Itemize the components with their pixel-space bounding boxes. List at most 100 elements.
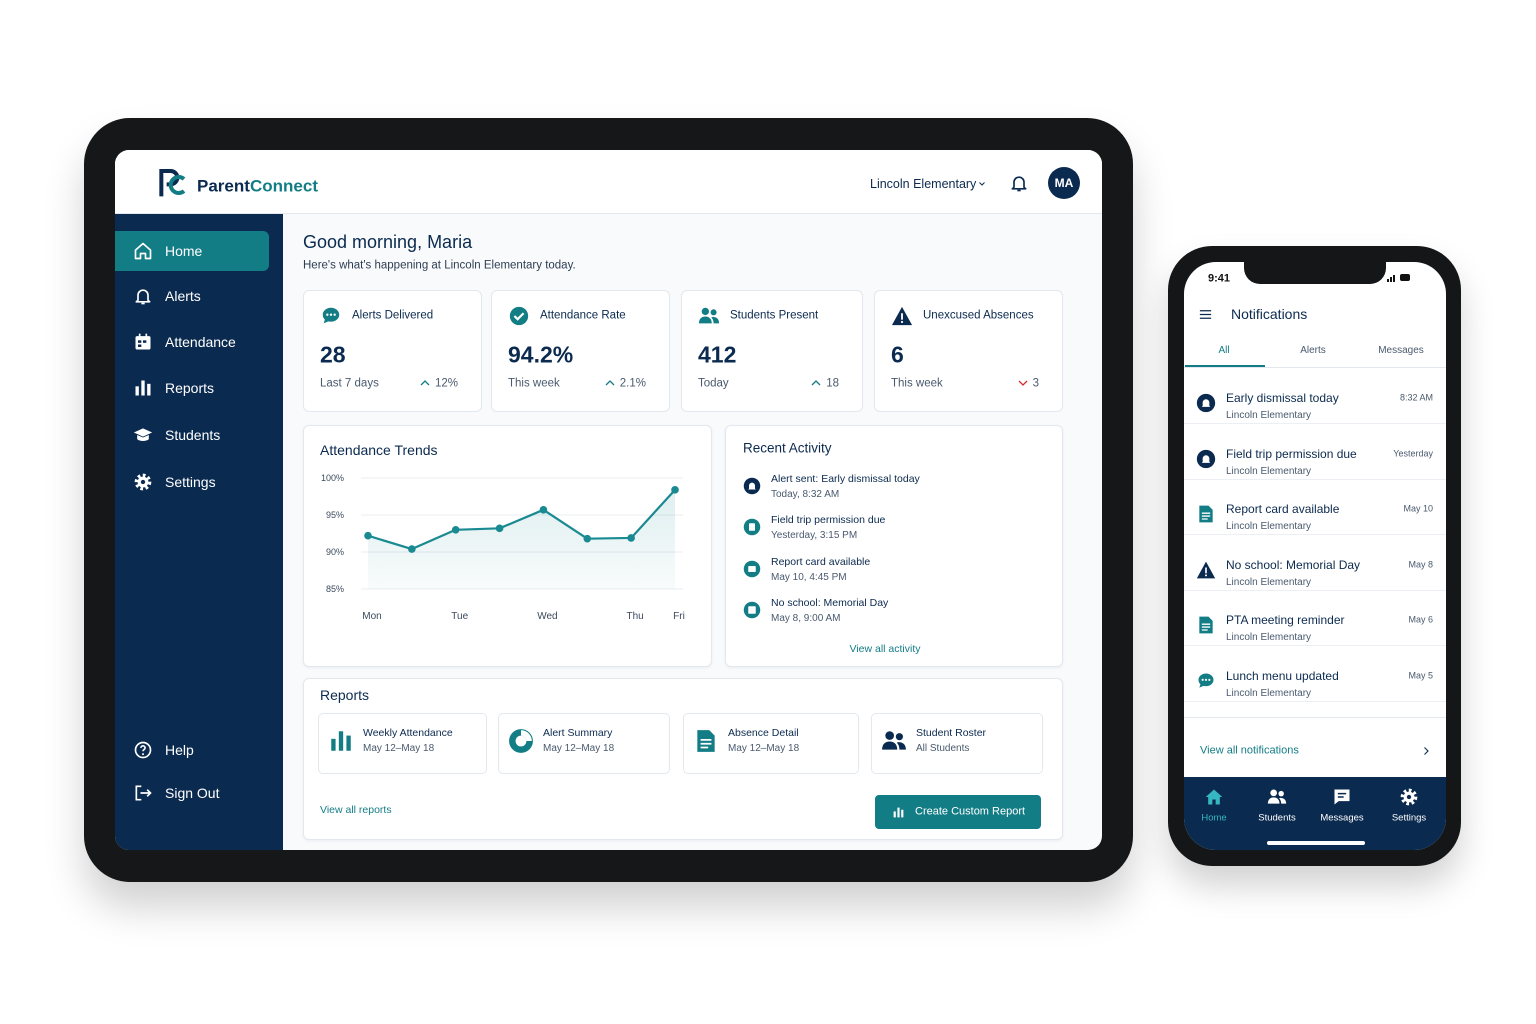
link[interactable]: View all reports (320, 803, 392, 816)
icon-part (896, 742, 906, 750)
icon-part (135, 289, 151, 303)
report-name: Weekly Attendance (363, 726, 453, 739)
tab-bar-item[interactable]: Home (1201, 812, 1227, 824)
tab-bar-icon (1400, 788, 1418, 806)
school-selector[interactable]: Lincoln Elementary (870, 176, 977, 191)
notification-row[interactable] (1184, 535, 1446, 591)
icon-part (1201, 399, 1211, 407)
nav-item[interactable]: Alerts (165, 288, 201, 304)
icon-part (1201, 512, 1211, 520)
tab[interactable]: Alerts (1300, 345, 1326, 356)
icon-part (135, 785, 142, 801)
icon-part (882, 741, 898, 750)
notification-icon (1199, 505, 1213, 523)
icon-part (346, 735, 351, 751)
stat-value: 28 (320, 341, 346, 368)
nav-item[interactable]: Attendance (165, 334, 236, 350)
notification-row[interactable] (1184, 646, 1446, 702)
nav-item[interactable]: Students (165, 427, 221, 443)
report-detail: May 12–May 18 (363, 743, 435, 754)
x-tick-label: Mon (362, 611, 381, 622)
data-point (627, 534, 635, 542)
y-tick-label: 100% (321, 473, 344, 483)
nav-item[interactable]: Sign Out (165, 785, 220, 801)
icon-part (1205, 789, 1223, 805)
stat-icon (891, 306, 913, 326)
subtitle: Here's what's happening at Lincoln Eleme… (303, 259, 576, 272)
y-tick-label: 90% (326, 547, 344, 557)
line (367, 489, 676, 551)
icon-part (143, 340, 147, 343)
stat-change: 12% (434, 377, 458, 390)
activity-title[interactable]: Report card available (771, 555, 871, 568)
stat-value: 6 (891, 341, 904, 368)
icon-part (333, 313, 336, 316)
screen-title: Notifications (1231, 306, 1308, 322)
nav-item[interactable]: Reports (165, 380, 215, 396)
stat-change: 3 (1032, 377, 1039, 390)
icon-part (326, 313, 329, 316)
notification-row[interactable] (1184, 368, 1446, 424)
icon-part (1393, 275, 1395, 282)
trend-arrow (605, 380, 615, 386)
notification-row[interactable] (1184, 424, 1446, 480)
activity-title[interactable]: Alert sent: Early dismissal today (771, 472, 920, 485)
icon-part (748, 606, 756, 614)
link[interactable]: View all notifications (1200, 744, 1299, 757)
report-name: Alert Summary (543, 726, 613, 739)
icon-part (605, 380, 615, 386)
stat-value: 412 (698, 341, 737, 368)
x-tick-label: Fri (673, 611, 685, 622)
report-card[interactable] (318, 713, 487, 774)
notification-row[interactable] (1184, 590, 1446, 646)
stat-icon (509, 306, 529, 326)
data-point (451, 526, 460, 534)
stat-card (874, 290, 1063, 412)
tab-bar-item[interactable]: Settings (1391, 812, 1427, 824)
notification-source: Lincoln Elementary (1226, 687, 1312, 699)
icon-part (1205, 573, 1207, 576)
tab-bar-item[interactable]: Students (1258, 812, 1296, 824)
line-chart: 85% 90% 95% 100% Mon Tue Wed Thu Fri (321, 473, 685, 622)
notification-row[interactable] (1184, 479, 1446, 535)
icon-part (1387, 279, 1389, 282)
tab[interactable]: All (1218, 345, 1230, 356)
nav-item[interactable]: Help (165, 742, 194, 758)
tab-bar-item[interactable]: Messages (1320, 812, 1364, 824)
top-bar (115, 150, 1102, 214)
nav-item[interactable]: Home (165, 243, 203, 259)
home-indicator (1267, 841, 1365, 845)
icon-part (329, 313, 333, 316)
stat-label: Unexcused Absences (923, 309, 1034, 322)
brand-name: Connect (250, 176, 318, 196)
icon-part (1018, 380, 1028, 386)
avatar[interactable] (1048, 167, 1080, 199)
icon-part (979, 182, 985, 186)
icon-part (140, 745, 146, 752)
icon-part (1201, 623, 1211, 631)
greeting: Good morning, Maria (303, 232, 473, 252)
nav-item[interactable]: Settings (165, 474, 216, 490)
icon-part (900, 809, 903, 817)
report-detail: May 12–May 18 (728, 743, 800, 754)
icon-part (1400, 274, 1410, 281)
section-title: Reports (320, 687, 370, 703)
link[interactable]: View all activity (849, 642, 921, 655)
activity-title[interactable]: No school: Memorial Day (771, 596, 889, 609)
icon-part (711, 316, 720, 324)
activity-title[interactable]: Field trip permission due (771, 513, 886, 526)
icon-part (1011, 176, 1027, 190)
stat-label: Alerts Delivered (352, 309, 434, 322)
phone-bottom-bar (1184, 777, 1446, 850)
icon-part (134, 473, 152, 491)
icon-part (1208, 678, 1211, 681)
icon-part (1199, 505, 1213, 523)
notification-icon (1198, 673, 1214, 688)
notification-source: Lincoln Elementary (1226, 410, 1312, 421)
report-icon (882, 731, 906, 750)
icon-part (1337, 792, 1347, 798)
tab[interactable]: Messages (1378, 345, 1424, 356)
status-icons (1387, 274, 1410, 282)
x-tick-label: Tue (451, 611, 468, 622)
icon-part (701, 307, 709, 316)
